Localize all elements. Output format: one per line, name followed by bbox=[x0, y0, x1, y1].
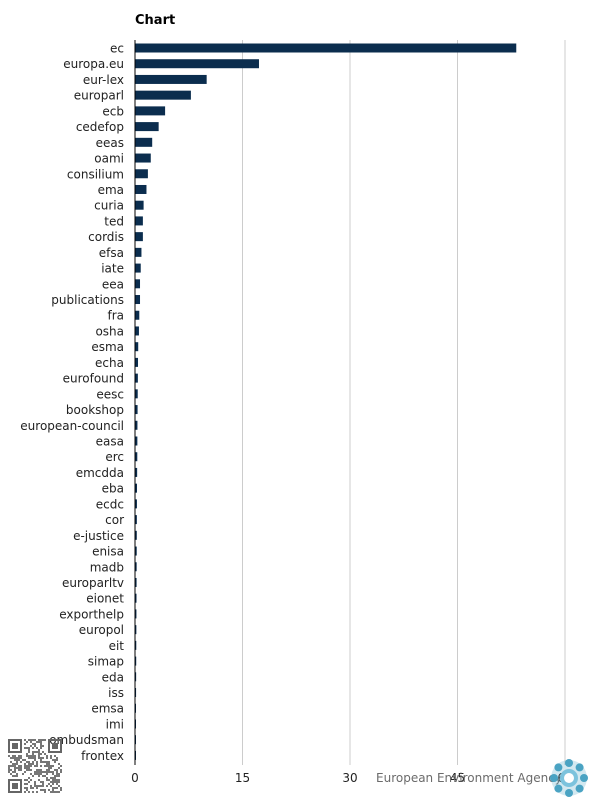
category-label: ecb bbox=[102, 104, 124, 118]
category-label: frontex bbox=[81, 749, 124, 763]
bar bbox=[135, 499, 137, 509]
category-label: eea bbox=[102, 277, 124, 291]
category-label: europol bbox=[79, 623, 124, 637]
bar bbox=[135, 577, 137, 587]
category-label: eeas bbox=[96, 136, 124, 150]
category-label: cedefop bbox=[76, 120, 124, 134]
bar bbox=[135, 420, 138, 430]
category-label: emsa bbox=[91, 702, 124, 716]
category-label: europarltv bbox=[62, 576, 124, 590]
bar bbox=[135, 515, 137, 525]
bar bbox=[135, 672, 137, 682]
bar bbox=[135, 153, 151, 163]
category-label: ecdc bbox=[96, 497, 124, 511]
category-label: imi bbox=[106, 717, 124, 731]
category-label: esma bbox=[91, 340, 124, 354]
category-label: fra bbox=[107, 309, 124, 323]
category-label: bookshop bbox=[66, 403, 124, 417]
bar bbox=[135, 625, 137, 635]
bar bbox=[135, 169, 148, 179]
chart-title: Chart bbox=[135, 13, 176, 28]
bar bbox=[135, 122, 159, 132]
category-label: eda bbox=[102, 670, 124, 684]
category-label: european-council bbox=[20, 419, 124, 433]
category-label: erc bbox=[105, 450, 124, 464]
category-label: curia bbox=[94, 199, 124, 213]
bar bbox=[135, 389, 138, 399]
category-label: emcdda bbox=[76, 466, 124, 480]
bar bbox=[135, 452, 138, 462]
category-label: consilium bbox=[67, 167, 124, 181]
bar bbox=[135, 467, 138, 477]
bar bbox=[135, 562, 137, 572]
category-label: exporthelp bbox=[59, 607, 124, 621]
category-label: enisa bbox=[92, 545, 124, 559]
x-tick-label: 30 bbox=[342, 771, 357, 785]
bar bbox=[135, 43, 517, 53]
bar bbox=[135, 247, 142, 257]
category-label: ted bbox=[104, 214, 124, 228]
category-label: ec bbox=[110, 42, 124, 56]
bar bbox=[135, 546, 137, 556]
bar bbox=[135, 688, 137, 698]
bar bbox=[135, 593, 137, 603]
category-label: eit bbox=[109, 639, 125, 653]
x-tick-label: 45 bbox=[450, 771, 465, 785]
category-label: cordis bbox=[88, 230, 124, 244]
category-label: ombudsman bbox=[49, 733, 124, 747]
x-tick-label: 0 bbox=[131, 771, 139, 785]
bar bbox=[135, 326, 139, 336]
footer-brand: European Environment Agency bbox=[376, 771, 562, 785]
bar bbox=[135, 483, 138, 493]
bar bbox=[135, 106, 166, 116]
category-label: eba bbox=[102, 482, 124, 496]
bar bbox=[135, 530, 137, 540]
bar bbox=[135, 436, 138, 446]
bar bbox=[135, 216, 143, 226]
bar bbox=[135, 703, 137, 713]
category-label: cor bbox=[105, 513, 124, 527]
bar bbox=[135, 640, 137, 650]
category-label: osha bbox=[95, 324, 124, 338]
bar bbox=[135, 295, 141, 305]
eea-logo-icon bbox=[550, 759, 588, 797]
qr-code-icon bbox=[8, 739, 62, 793]
category-label: easa bbox=[96, 435, 124, 449]
bar bbox=[135, 609, 137, 619]
bar bbox=[135, 137, 153, 147]
bar bbox=[135, 310, 140, 320]
x-tick-label: 15 bbox=[235, 771, 250, 785]
category-label: e-justice bbox=[73, 529, 124, 543]
bar bbox=[135, 279, 141, 289]
bar bbox=[135, 59, 259, 69]
bar bbox=[135, 90, 191, 100]
category-label: oami bbox=[94, 152, 124, 166]
bar bbox=[135, 263, 141, 273]
category-label: europa.eu bbox=[63, 57, 124, 71]
bar bbox=[135, 373, 138, 383]
bar bbox=[135, 405, 138, 415]
bar bbox=[135, 184, 147, 194]
bar bbox=[135, 357, 139, 367]
category-label: europarl bbox=[74, 89, 124, 103]
bar bbox=[135, 656, 137, 666]
category-label: iate bbox=[101, 262, 124, 276]
category-label: efsa bbox=[99, 246, 124, 260]
bar bbox=[135, 342, 139, 352]
bar bbox=[135, 232, 143, 242]
category-label: eurofound bbox=[63, 372, 124, 386]
category-label: ema bbox=[98, 183, 124, 197]
category-label: echa bbox=[95, 356, 124, 370]
category-label: iss bbox=[108, 686, 124, 700]
category-label: madb bbox=[90, 560, 124, 574]
category-label: eur-lex bbox=[83, 73, 124, 87]
category-label: eionet bbox=[86, 592, 124, 606]
category-label: eesc bbox=[96, 387, 124, 401]
category-label: simap bbox=[88, 655, 124, 669]
bar bbox=[135, 200, 144, 210]
category-label: publications bbox=[51, 293, 124, 307]
bar bbox=[135, 74, 207, 84]
